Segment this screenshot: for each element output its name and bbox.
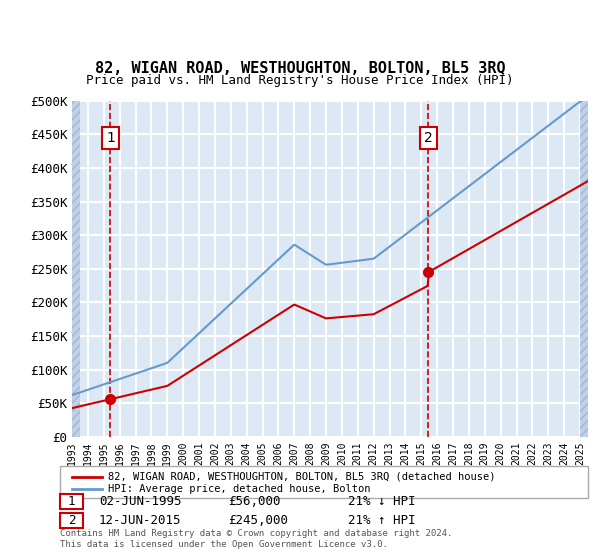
Text: Contains HM Land Registry data © Crown copyright and database right 2024.
This d: Contains HM Land Registry data © Crown c… bbox=[60, 529, 452, 549]
Text: 2: 2 bbox=[68, 514, 75, 527]
Text: 02-JUN-1995: 02-JUN-1995 bbox=[99, 495, 182, 508]
Bar bbox=[580, 101, 588, 437]
Text: 12-JUN-2015: 12-JUN-2015 bbox=[99, 514, 182, 527]
Text: 2: 2 bbox=[424, 131, 433, 145]
Text: HPI: Average price, detached house, Bolton: HPI: Average price, detached house, Bolt… bbox=[108, 484, 371, 494]
Text: 1: 1 bbox=[68, 495, 75, 508]
Text: £56,000: £56,000 bbox=[228, 495, 281, 508]
Text: £245,000: £245,000 bbox=[228, 514, 288, 527]
Text: 82, WIGAN ROAD, WESTHOUGHTON, BOLTON, BL5 3RQ: 82, WIGAN ROAD, WESTHOUGHTON, BOLTON, BL… bbox=[95, 60, 505, 76]
Text: Price paid vs. HM Land Registry's House Price Index (HPI): Price paid vs. HM Land Registry's House … bbox=[86, 74, 514, 87]
Bar bbox=[72, 101, 80, 437]
Text: 82, WIGAN ROAD, WESTHOUGHTON, BOLTON, BL5 3RQ (detached house): 82, WIGAN ROAD, WESTHOUGHTON, BOLTON, BL… bbox=[108, 472, 496, 482]
Text: 1: 1 bbox=[106, 131, 115, 145]
Text: 21% ↑ HPI: 21% ↑ HPI bbox=[348, 514, 415, 527]
Text: 21% ↓ HPI: 21% ↓ HPI bbox=[348, 495, 415, 508]
